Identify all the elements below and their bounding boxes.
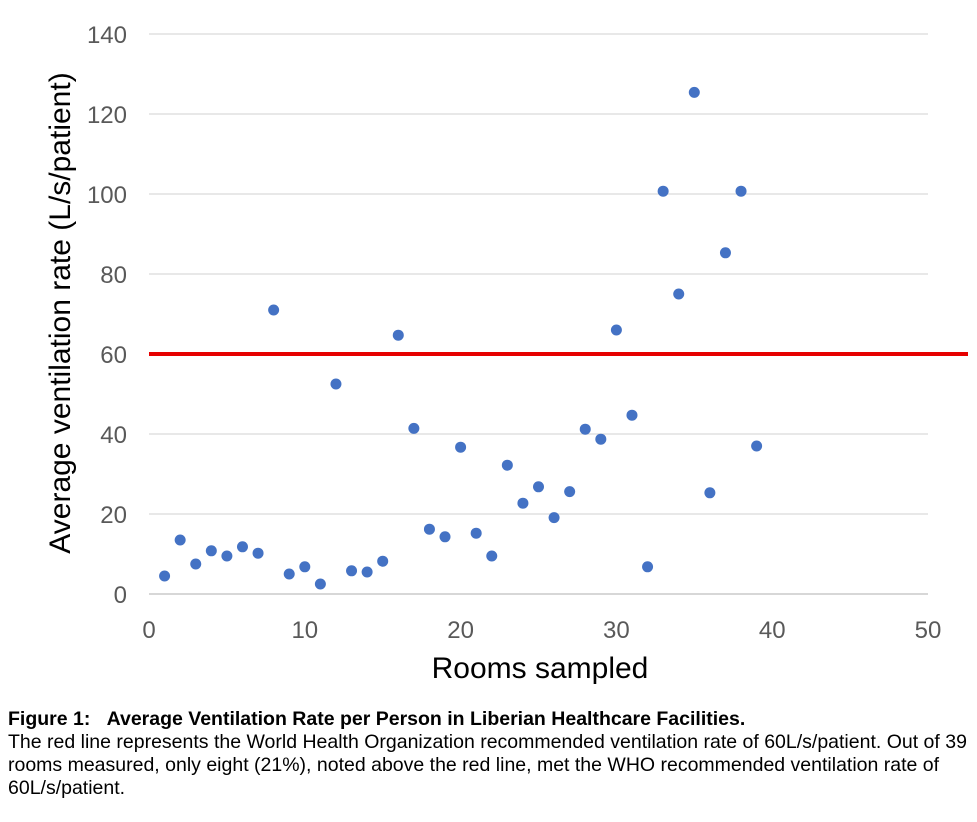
y-tick-label: 120 [87,102,127,129]
data-point [392,329,404,341]
y-tick-label: 20 [100,502,127,529]
data-point [735,185,747,197]
data-point [408,422,420,434]
data-point [688,86,700,98]
data-point [564,486,576,498]
gridlines [149,33,928,595]
scatter-chart: 0 20 40 60 80 100 120 140 0 10 20 30 40 50 Rooms sam… [44,22,968,685]
x-tick-label: 30 [603,617,630,644]
data-point [330,378,342,390]
data-point [673,288,685,300]
x-tick-label: 20 [447,617,474,644]
data-point [221,550,233,562]
y-axis-title: Average ventilation rate (L/s/patient) [44,72,77,553]
data-point [486,550,498,562]
data-point [236,541,248,553]
caption-heading: Figure 1: Average Ventilation Rate per P… [8,708,968,731]
data-point [657,185,669,197]
caption-body: The red line represents the World Health… [8,731,967,799]
y-tick-label: 40 [100,422,127,449]
data-point [517,497,529,509]
data-point [174,534,186,546]
x-axis-title: Rooms sampled [432,652,649,685]
data-point [346,565,358,577]
data-point [268,304,280,316]
data-point [470,527,482,539]
data-point [283,568,295,580]
data-point [704,487,716,499]
data-point [501,459,513,471]
data-point [377,555,389,567]
x-tick-label: 50 [915,617,942,644]
data-point [159,570,171,582]
data-point [205,545,217,557]
data-point [751,440,763,452]
data-point [423,523,435,535]
data-point [719,247,731,259]
y-tick-label: 140 [87,22,127,49]
data-point [533,481,544,493]
data-point [548,512,560,524]
y-tick-label: 80 [100,262,127,289]
y-tick-labels: 0 20 40 60 80 100 120 140 [87,22,127,609]
x-tick-label: 40 [759,617,786,644]
x-tick-label: 10 [291,617,318,644]
figure-caption: Figure 1: Average Ventilation Rate per P… [8,708,968,800]
x-tick-labels: 0 10 20 30 40 50 [142,617,941,644]
data-point [579,423,591,435]
data-point [314,578,326,590]
x-tick-label: 0 [142,617,155,644]
data-point [252,547,264,559]
caption-title: Average Ventilation Rate per Person in L… [106,708,746,730]
data-point [595,433,607,445]
data-point [610,324,622,336]
data-point [361,566,373,578]
data-point [299,561,311,573]
data-point [455,441,467,453]
data-points [159,86,763,590]
data-point [626,409,638,421]
y-tick-label: 100 [87,182,127,209]
caption-label: Figure 1: [8,708,91,730]
data-point [439,531,451,543]
y-tick-label: 0 [114,582,127,609]
data-point [190,558,202,570]
y-tick-label: 60 [100,342,127,369]
data-point [642,561,654,573]
